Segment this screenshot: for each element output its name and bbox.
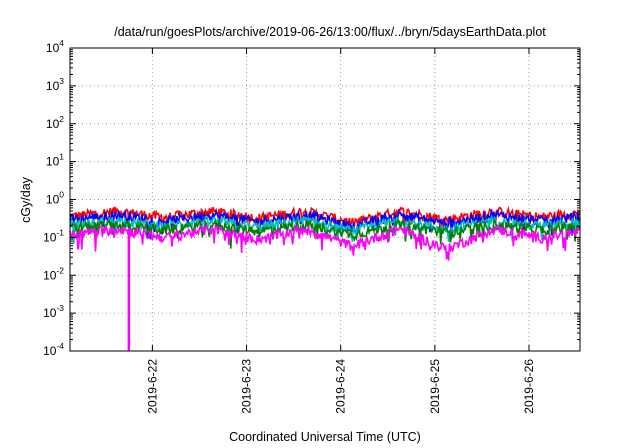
- series-group: [69, 205, 581, 351]
- x-axis: 2019-6-22 2019-6-23 2019-6-24 2019-6-25 2019…: [145, 48, 536, 414]
- y-tick-label: 102: [46, 114, 64, 131]
- y-tick-label: 10-4: [43, 341, 64, 358]
- x-tick-label: 2019-6-24: [334, 359, 348, 414]
- chart-title: /data/run/goesPlots/archive/2019-06-26/1…: [114, 25, 546, 39]
- series-line-4: [69, 222, 581, 261]
- y-tick-label: 10-2: [43, 265, 64, 282]
- y-axis-label: cGy/day: [19, 176, 33, 223]
- grid: [70, 48, 580, 351]
- y-tick-label: 10-3: [43, 303, 64, 320]
- y-axis: 10-4 10-3 10-2 10-1 100 101 102 103 104: [43, 38, 580, 358]
- x-axis-label: Coordinated Universal Time (UTC): [229, 430, 421, 444]
- x-tick-label: 2019-6-25: [428, 359, 442, 414]
- y-tick-label: 103: [46, 76, 64, 93]
- series-line-3: [69, 217, 581, 249]
- x-tick-label: 2019-6-22: [145, 359, 159, 414]
- y-tick-label: 10-1: [43, 227, 64, 244]
- x-tick-label: 2019-6-23: [240, 359, 254, 414]
- y-tick-label: 101: [46, 152, 64, 169]
- x-tick-label: 2019-6-26: [522, 359, 536, 414]
- y-tick-label: 100: [46, 190, 64, 207]
- y-tick-label: 104: [46, 38, 64, 55]
